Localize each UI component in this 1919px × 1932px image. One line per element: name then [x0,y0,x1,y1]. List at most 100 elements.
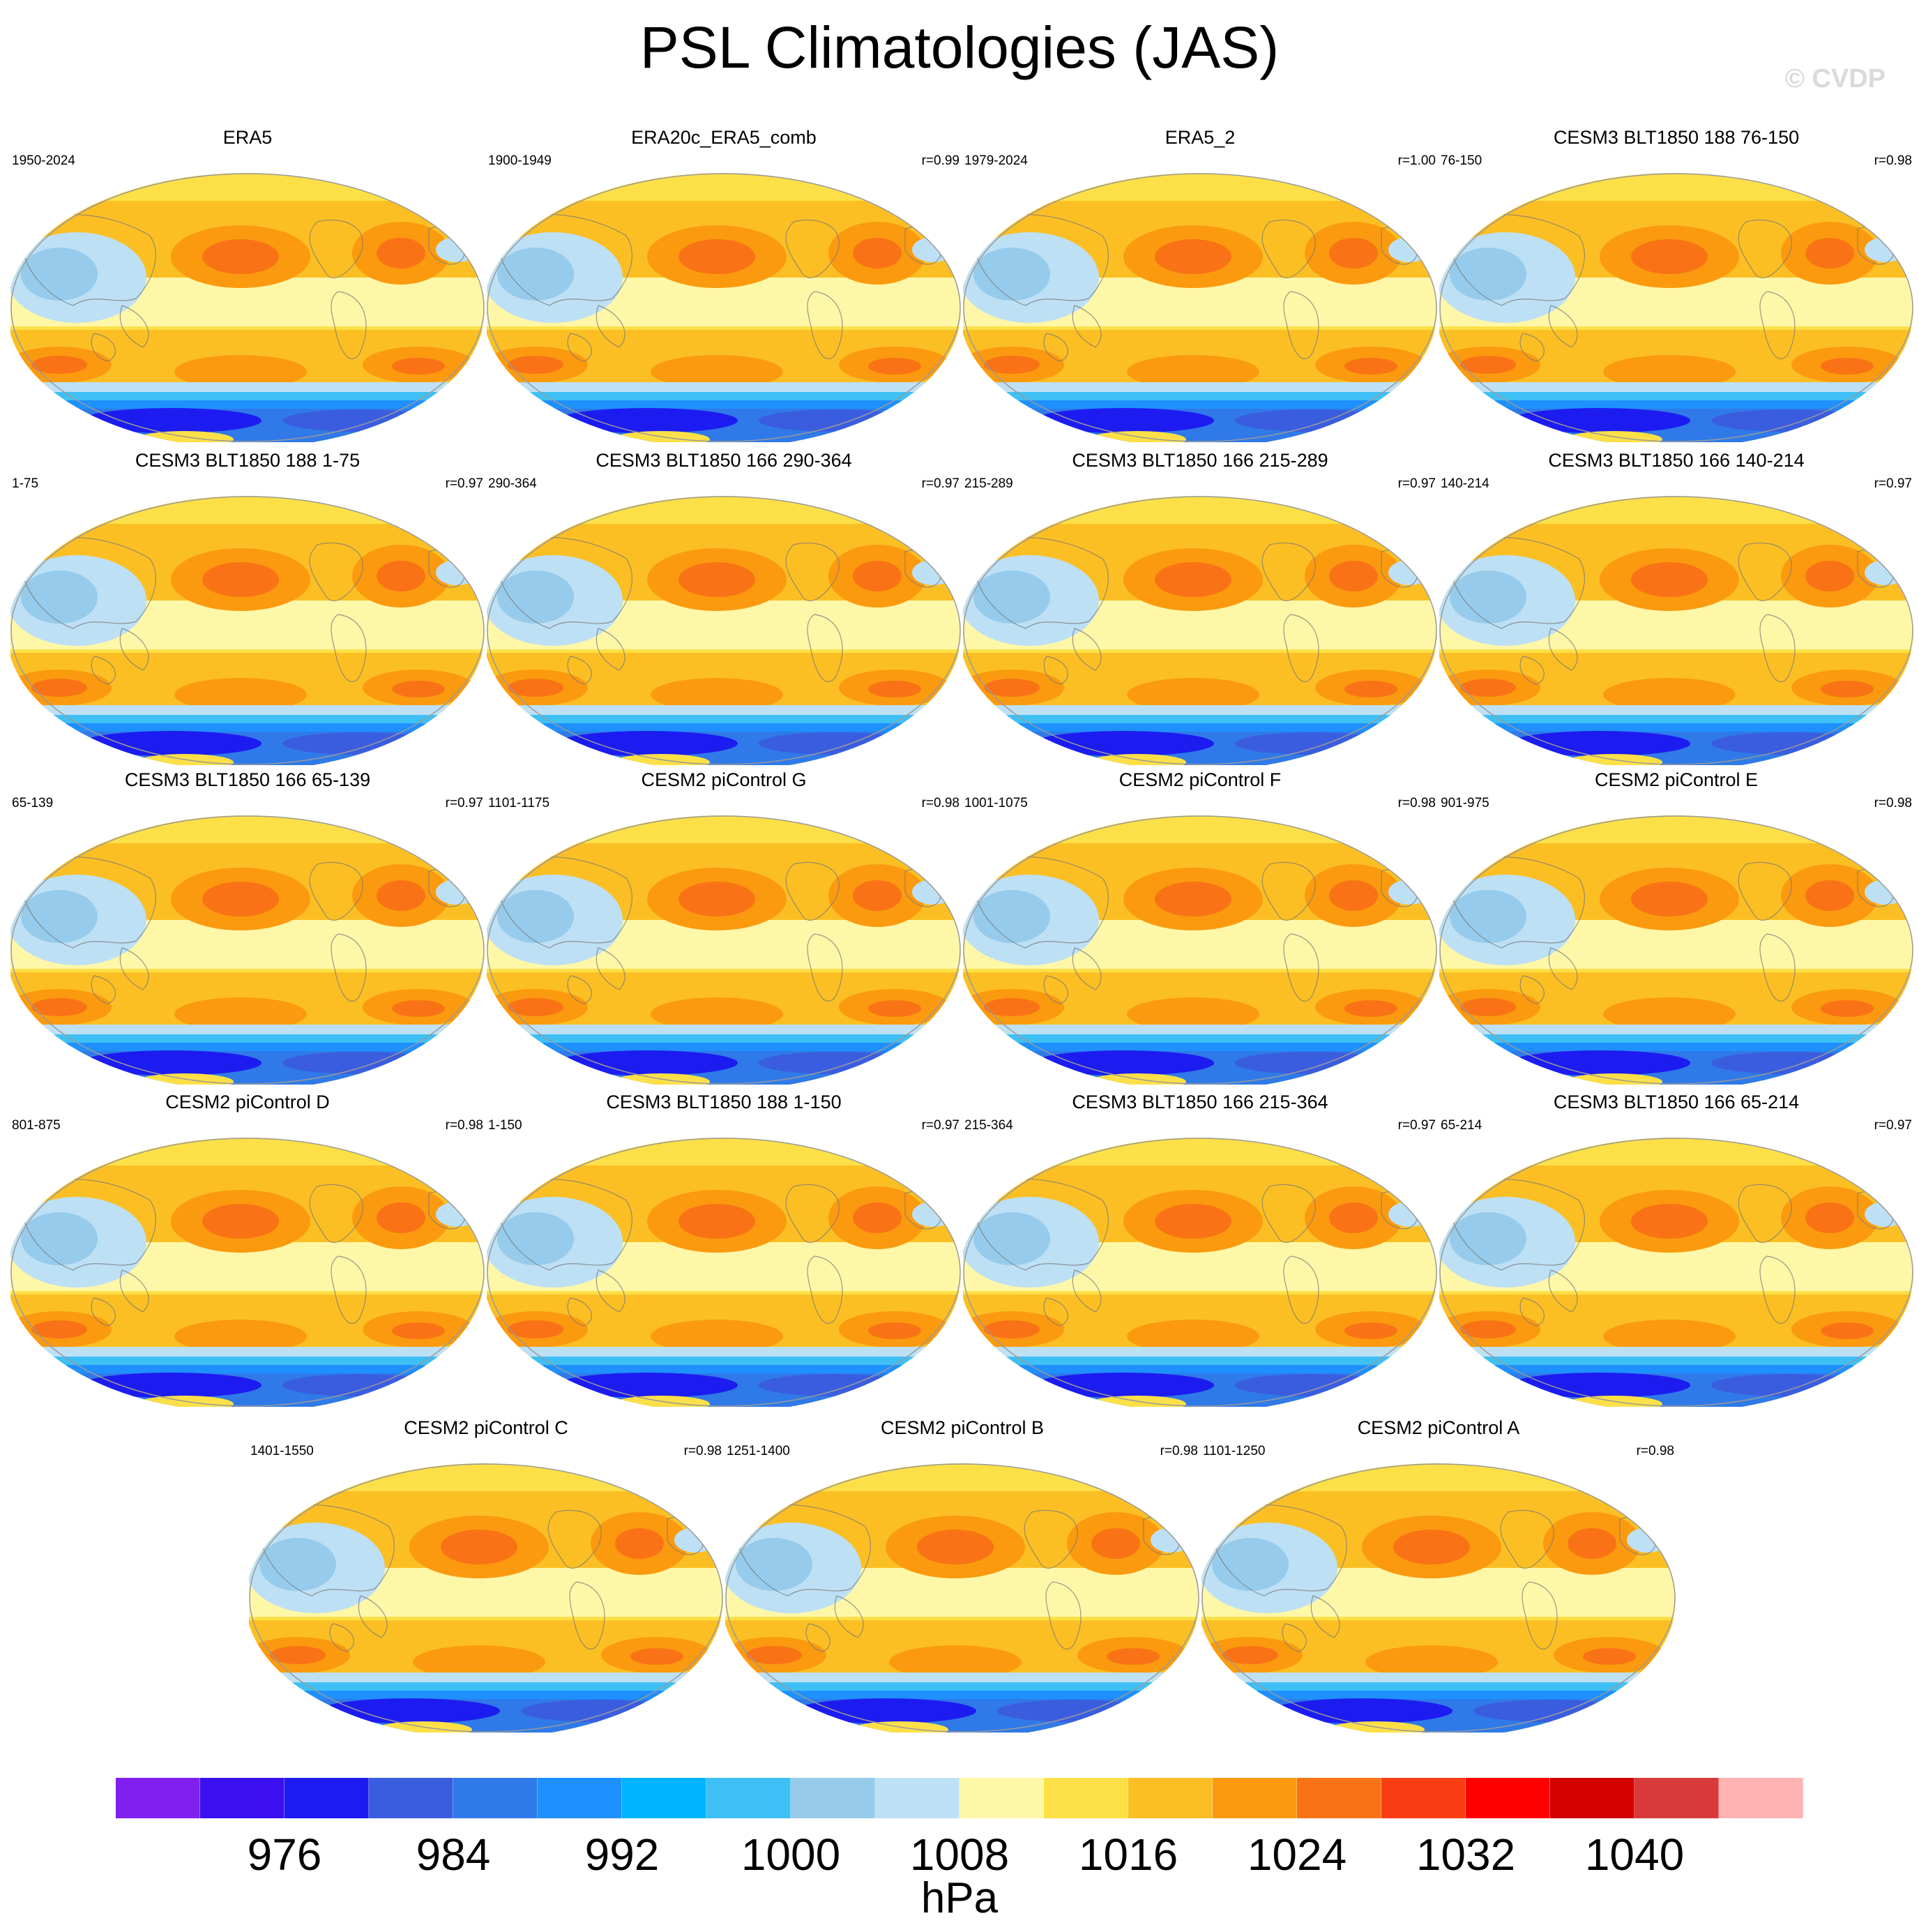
panel-years: 1-75 [12,476,39,491]
panel-correlation: r=0.98 [1874,153,1912,168]
panel-years: 140-214 [1441,476,1489,491]
colorbar-swatch [622,1778,706,1818]
panel-title: CESM3 BLT1850 166 65-214 [1553,1092,1800,1112]
map-panel: CESM2 piControl E 901-975 r=0.98 [1439,768,1913,1085]
panel-correlation: r=1.00 [1397,153,1436,168]
panel-years: 76-150 [1441,153,1482,168]
panel-title: CESM2 piControl B [880,1417,1045,1438]
psl-map [487,1138,961,1407]
panel-correlation: r=0.98 [445,1118,483,1133]
colorbar-tick-label: 1016 [1078,1829,1178,1880]
panel-years: 1979-2024 [964,153,1028,168]
panel-correlation: r=0.97 [445,476,483,491]
panel-years: 1001-1075 [964,796,1028,810]
panel-title: CESM3 BLT1850 188 1-150 [606,1092,842,1112]
colorbar-swatch [960,1778,1044,1818]
panel-correlation: r=0.99 [921,153,960,168]
panel-correlation: r=0.98 [1874,796,1912,810]
panel-title: CESM3 BLT1850 188 1-75 [135,450,361,471]
colorbar-swatch [369,1778,453,1818]
colorbar-tick-label: 1000 [741,1829,841,1880]
psl-map [1439,815,1913,1085]
panel-correlation: r=0.98 [1397,796,1436,810]
psl-map [1201,1463,1676,1733]
map-panel: CESM2 piControl C 1401-1550 r=0.98 [249,1416,723,1733]
panel-correlation: r=0.98 [1636,1444,1674,1458]
psl-map [10,173,485,442]
panel-title: ERA5 [222,127,273,148]
map-panel: CESM3 BLT1850 188 76-150 76-150 r=0.98 [1439,126,1913,442]
colorbar-tick-label: 1008 [909,1829,1010,1880]
panel-title: ERA5_2 [1165,127,1236,148]
panel-correlation: r=0.97 [445,796,483,810]
colorbar-swatch [875,1778,960,1818]
psl-map [10,1138,485,1407]
psl-map [1439,496,1913,765]
psl-map [963,1138,1437,1407]
colorbar-swatch [285,1778,369,1818]
colorbar-swatch [538,1778,622,1818]
panel-correlation: r=0.97 [921,1118,960,1133]
psl-map [249,1463,723,1733]
colorbar-swatch [706,1778,791,1818]
colorbar-swatch [1719,1778,1803,1818]
map-panel: CESM2 piControl G 1101-1175 r=0.98 [487,768,961,1085]
colorbar-swatch [791,1778,875,1818]
panel-correlation: r=0.97 [1397,476,1436,491]
map-panel: CESM3 BLT1850 188 1-75 1-75 r=0.97 [10,448,485,765]
panel-years: 215-289 [964,476,1013,491]
colorbar-swatch [1381,1778,1466,1818]
psl-map [487,815,961,1085]
colorbar-tick-label: 976 [247,1829,322,1880]
figure-title: PSL Climatologies (JAS) [639,15,1280,80]
map-panel: CESM3 BLT1850 166 140-214 140-214 r=0.97 [1439,448,1913,765]
panel-correlation: r=0.98 [1160,1444,1198,1458]
colorbar-tick-label: 1040 [1584,1829,1685,1880]
panel-years: 1401-1550 [250,1444,314,1458]
map-panel: CESM2 piControl A 1101-1250 r=0.98 [1201,1416,1676,1733]
psl-map [963,496,1437,765]
colorbar-swatch [1044,1778,1128,1818]
psl-map [487,173,961,442]
panel-years: 1900-1949 [488,153,552,168]
psl-map [1439,1138,1913,1407]
map-panel: CESM3 BLT1850 166 65-214 65-214 r=0.97 [1439,1090,1913,1407]
colorbar-units: hPa [920,1874,999,1922]
colorbar-swatch [453,1778,538,1818]
psl-map [725,1463,1199,1733]
panel-title: CESM3 BLT1850 166 290-364 [596,450,852,471]
psl-map [487,496,961,765]
colorbar-swatch [1128,1778,1213,1818]
panel-correlation: r=0.98 [683,1444,722,1458]
colorbar-swatch [1213,1778,1297,1818]
map-panel: CESM2 piControl D 801-875 r=0.98 [10,1090,485,1407]
panel-correlation: r=0.97 [1397,1118,1436,1133]
map-panel: CESM3 BLT1850 188 1-150 1-150 r=0.97 [487,1090,961,1407]
psl-map [1439,173,1913,442]
panel-correlation: r=0.97 [921,476,960,491]
panel-title: CESM2 piControl E [1594,769,1759,790]
colorbar-tick-label: 1024 [1247,1829,1347,1880]
colorbar-swatch [1297,1778,1381,1818]
panel-years: 901-975 [1441,796,1489,810]
panel-years: 65-214 [1441,1118,1482,1133]
map-panel: CESM2 piControl B 1251-1400 r=0.98 [725,1416,1199,1733]
psl-map [10,815,485,1085]
panel-years: 1-150 [488,1118,522,1133]
panel-title: CESM2 piControl G [641,769,807,790]
colorbar-tick-label: 1032 [1416,1829,1516,1880]
panel-correlation: r=0.97 [1874,1118,1912,1133]
colorbar-swatch [200,1778,285,1818]
panel-years: 215-364 [964,1118,1013,1133]
map-panel: CESM2 piControl F 1001-1075 r=0.98 [963,768,1437,1085]
colorbar [116,1778,1803,1818]
panel-years: 801-875 [12,1118,61,1133]
panel-title: CESM3 BLT1850 166 215-364 [1072,1092,1328,1112]
map-panel: CESM3 BLT1850 166 215-289 215-289 r=0.97 [963,448,1437,765]
panel-title: CESM2 piControl C [404,1417,568,1438]
map-panel: CESM3 BLT1850 166 215-364 215-364 r=0.97 [963,1090,1437,1407]
panel-title: ERA20c_ERA5_comb [631,127,817,148]
watermark: © CVDP [1784,64,1886,93]
panel-years: 65-139 [12,796,54,810]
map-panel: CESM3 BLT1850 166 65-139 65-139 r=0.97 [10,768,485,1085]
